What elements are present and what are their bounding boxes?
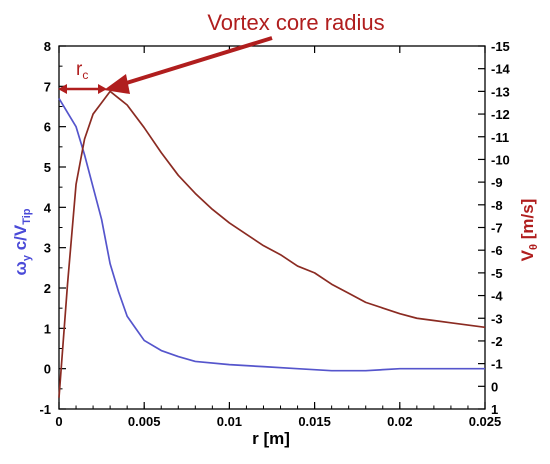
x-tick-label: 0.015 [298,414,331,429]
y-right-tick-label: 1 [491,402,498,417]
y-right-tick-label: -2 [491,334,503,349]
y-left-tick-label: 2 [44,281,51,296]
y-left-tick-label: 3 [44,241,51,256]
rc-bracket-left-arrow [58,84,67,94]
x-tick-label: 0.025 [469,414,502,429]
y-right-tick-label: -6 [491,243,503,258]
y-right-tick-label: -11 [491,130,509,145]
y-right-tick-label: -13 [491,84,510,99]
series-layer [58,90,486,398]
y-right-tick-label: -4 [491,289,503,304]
y-left-tick-label: 7 [44,79,51,94]
y-right-tick-label: -7 [491,221,503,236]
vorticity-series-line [58,97,485,372]
y-right-tick-label: -10 [491,152,510,167]
annotation-title: Vortex core radius [207,10,384,35]
y-right-tick-label: -14 [491,62,511,77]
y-left-tick-label: 1 [44,321,51,336]
y-right-tick-label: -1 [491,357,503,372]
y-left-tick-label: 6 [44,120,51,135]
y-right-tick-label: -15 [491,39,510,54]
y-right-tick-label: 0 [491,379,498,394]
x-tick-label: 0.005 [128,414,161,429]
x-tick-label: 0 [55,414,62,429]
rc-bracket-right-arrow [98,84,107,94]
x-axis-title: r [m] [252,429,290,448]
y-axis-right-title: Vθ [m/s] [518,199,540,262]
x-tick-label: 0.02 [387,414,412,429]
y-left-tick-label: 5 [44,160,51,175]
y-axis-left-title: ωy c/VTip [11,208,33,275]
y-left-tick-label: -1 [39,402,51,417]
velocity-series-line [58,90,486,398]
y-left-tick-label: 0 [44,362,51,377]
y-left-tick-label: 4 [44,200,52,215]
rc-label: rc [76,59,88,82]
y-right-tick-label: -8 [491,198,503,213]
x-tick-label: 0.01 [217,414,242,429]
y-right-tick-label: -12 [491,107,510,122]
axes-layer: 0 0.005 0.01 0.015 0.02 0.025-101234567810-1-… [39,39,510,429]
y-right-tick-label: -5 [491,266,503,281]
y-left-tick-label: 8 [44,39,51,54]
plot-frame [58,45,486,410]
annotation-arrowhead [104,74,130,94]
annotation-arrow-line [119,36,273,87]
y-right-tick-label: -3 [491,311,503,326]
y-right-tick-label: -9 [491,175,503,190]
